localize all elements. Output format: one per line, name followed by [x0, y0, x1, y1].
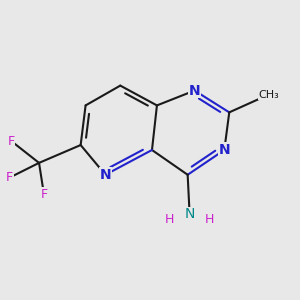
Text: N: N [189, 84, 200, 98]
Text: H: H [165, 213, 175, 226]
Text: CH₃: CH₃ [259, 89, 279, 100]
Text: H: H [205, 213, 214, 226]
Text: N: N [184, 207, 195, 221]
Text: F: F [40, 188, 48, 201]
Text: F: F [6, 171, 13, 184]
Text: N: N [218, 143, 230, 157]
Text: N: N [100, 168, 111, 182]
Text: F: F [8, 135, 15, 148]
